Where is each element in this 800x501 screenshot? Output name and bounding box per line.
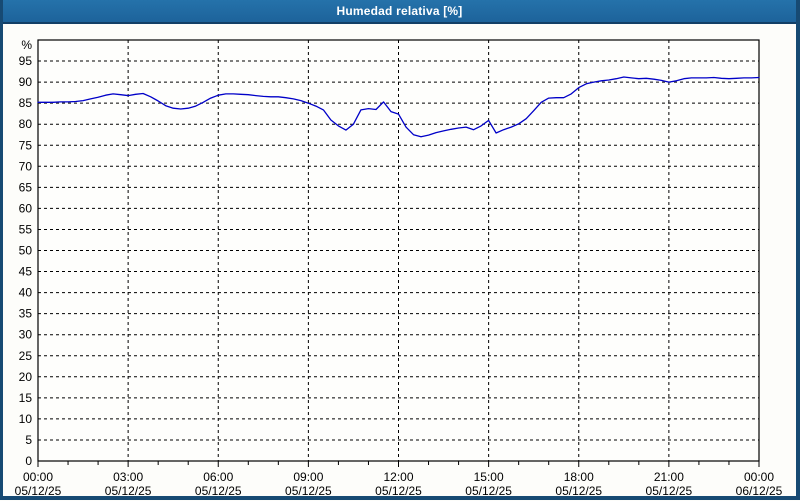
x-tick-time-label: 18:00 [564, 470, 594, 484]
window-titlebar: Humedad relativa [%] [3, 0, 796, 24]
y-tick-label: 65 [19, 180, 33, 194]
y-tick-label: 70 [19, 159, 33, 173]
y-tick-label: 35 [19, 307, 33, 321]
x-tick-time-label: 00:00 [744, 470, 774, 484]
y-tick-label: 15 [19, 391, 33, 405]
x-tick-time-label: 06:00 [203, 470, 233, 484]
humidity-line-chart: 0 5 10 15 20 25 30 35 40 45 50 55 60 65 70 75 80 85 90 95% 0… [15, 38, 783, 498]
plot-border [37, 39, 760, 462]
y-tick-label: 95 [19, 54, 33, 68]
x-tick-date-label: 05/12/25 [465, 484, 512, 496]
y-tick-label: 60 [19, 201, 33, 215]
x-tick-date-label: 05/12/25 [15, 484, 62, 496]
x-tick-date-label: 05/12/25 [555, 484, 602, 496]
y-tick-label: 45 [19, 265, 33, 279]
x-tick-time-label: 15:00 [474, 470, 504, 484]
x-tick-time-label: 21:00 [654, 470, 684, 484]
y-tick-label: 10 [19, 412, 33, 426]
y-tick-label: 30 [19, 328, 33, 342]
x-tick-date-label: 05/12/25 [105, 484, 152, 496]
y-tick-label: 25 [19, 349, 33, 363]
y-tick-label: 20 [19, 370, 33, 384]
x-tick-time-label: 12:00 [383, 470, 413, 484]
y-tick-label: 90 [19, 75, 33, 89]
y-axis-unit-label: % [21, 38, 32, 52]
x-tick-time-label: 00:00 [23, 470, 53, 484]
x-tick-time-label: 09:00 [293, 470, 323, 484]
y-tick-label: 85 [19, 96, 33, 110]
window-title: Humedad relativa [%] [336, 4, 463, 18]
y-tick-label: 0 [25, 454, 32, 468]
humidity-series-line [37, 76, 760, 138]
x-tick-date-label: 05/12/25 [285, 484, 332, 496]
y-tick-label: 55 [19, 222, 33, 236]
y-tick-label: 75 [19, 138, 33, 152]
x-tick-time-label: 03:00 [113, 470, 143, 484]
x-tick-date-label: 05/12/25 [195, 484, 242, 496]
x-tick-date-label: 05/12/25 [375, 484, 422, 496]
y-tick-label: 5 [25, 433, 32, 447]
x-tick-date-label: 05/12/25 [646, 484, 693, 496]
y-tick-label: 40 [19, 286, 33, 300]
chart-area: 0 5 10 15 20 25 30 35 40 45 50 55 60 65 70 75 80 85 90 95% 0… [3, 24, 796, 498]
x-tick-date-label: 06/12/25 [736, 484, 783, 496]
y-tick-label: 50 [19, 244, 33, 258]
y-tick-label: 80 [19, 117, 33, 131]
